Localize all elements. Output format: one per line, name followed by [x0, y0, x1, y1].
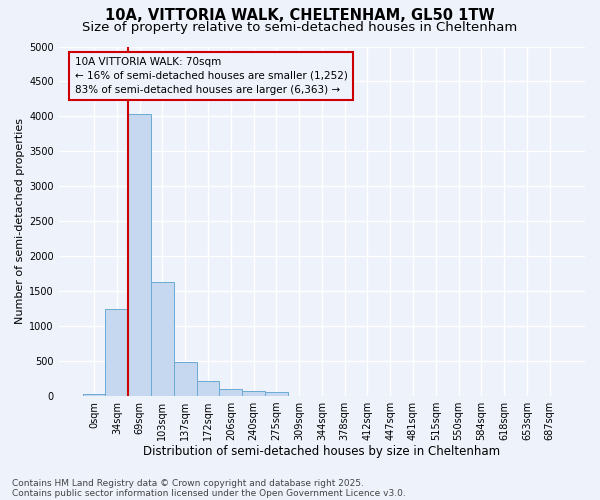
Bar — [220, 388, 242, 396]
Text: Contains HM Land Registry data © Crown copyright and database right 2025.: Contains HM Land Registry data © Crown c… — [12, 478, 364, 488]
Text: 10A VITTORIA WALK: 70sqm
← 16% of semi-detached houses are smaller (1,252)
83% o: 10A VITTORIA WALK: 70sqm ← 16% of semi-d… — [74, 57, 347, 95]
Bar — [151, 282, 174, 396]
X-axis label: Distribution of semi-detached houses by size in Cheltenham: Distribution of semi-detached houses by … — [143, 444, 500, 458]
Bar — [128, 114, 151, 396]
Bar — [242, 390, 265, 396]
Text: 10A, VITTORIA WALK, CHELTENHAM, GL50 1TW: 10A, VITTORIA WALK, CHELTENHAM, GL50 1TW — [105, 8, 495, 22]
Bar — [106, 310, 128, 396]
Text: Contains public sector information licensed under the Open Government Licence v3: Contains public sector information licen… — [12, 488, 406, 498]
Bar — [265, 392, 288, 396]
Bar — [83, 394, 106, 396]
Y-axis label: Number of semi-detached properties: Number of semi-detached properties — [15, 118, 25, 324]
Bar — [174, 362, 197, 396]
Bar — [197, 382, 220, 396]
Text: Size of property relative to semi-detached houses in Cheltenham: Size of property relative to semi-detach… — [82, 21, 518, 34]
